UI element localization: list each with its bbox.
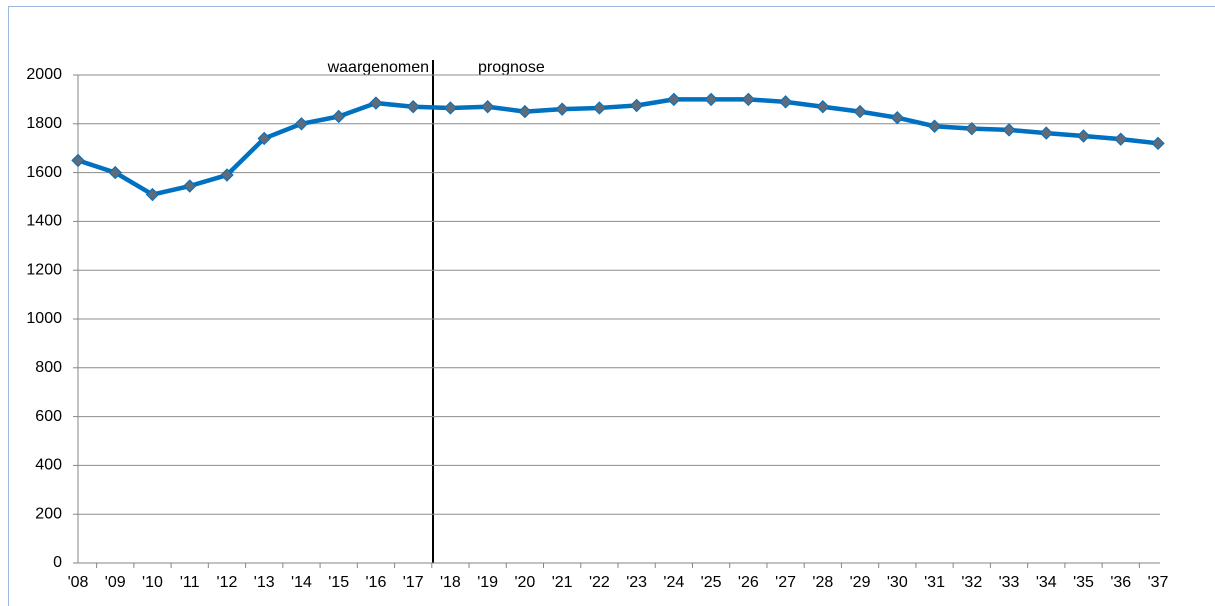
data-point (1114, 132, 1128, 146)
data-point (369, 96, 383, 110)
data-point (331, 109, 346, 124)
data-point (778, 95, 793, 109)
data-point (592, 101, 607, 115)
y-tick-label: 1600 (26, 164, 62, 181)
x-tick-label: '20 (514, 574, 535, 591)
y-tick-label: 1000 (26, 310, 62, 327)
x-tick-label: '21 (552, 574, 573, 591)
y-tick-label: 0 (53, 554, 62, 571)
data-point (890, 110, 905, 125)
data-point (294, 117, 309, 131)
x-tick-label: '16 (366, 574, 387, 591)
data-point (965, 121, 979, 136)
data-point (257, 131, 271, 146)
y-tick-label: 400 (35, 457, 62, 474)
data-point (108, 165, 122, 180)
data-point (220, 168, 234, 182)
x-tick-label: '29 (850, 574, 871, 591)
data-point (71, 153, 85, 168)
x-tick-label: '19 (477, 574, 498, 591)
y-tick-label: 800 (35, 359, 62, 376)
data-point (406, 100, 420, 114)
data-point (480, 100, 495, 114)
x-tick-label: '13 (254, 574, 275, 591)
x-tick-label: '33 (999, 574, 1020, 591)
data-point (1039, 126, 1053, 140)
y-tick-label: 1800 (26, 115, 62, 132)
y-tick-label: 600 (35, 408, 62, 425)
data-point (1076, 129, 1091, 143)
y-tick-label: 1400 (26, 213, 62, 230)
data-point (518, 104, 532, 119)
x-tick-label: '28 (812, 574, 833, 591)
x-tick-label: '14 (291, 574, 312, 591)
data-point (183, 179, 197, 193)
x-tick-label: '36 (1110, 574, 1131, 591)
x-tick-label: '34 (1036, 574, 1057, 591)
x-tick-label: '15 (328, 574, 349, 591)
y-tick-label: 1200 (26, 261, 62, 278)
annotation: waargenomen (327, 59, 429, 76)
data-point (853, 104, 867, 119)
data-point (555, 102, 569, 116)
data-point (741, 92, 756, 107)
y-tick-label: 200 (35, 505, 62, 522)
data-point (816, 100, 830, 114)
x-tick-label: '09 (105, 574, 126, 591)
x-tick-label: '26 (738, 574, 759, 591)
frame (8, 6, 1215, 606)
data-point (1151, 136, 1165, 151)
data-point (443, 101, 458, 115)
x-tick-label: '27 (775, 574, 796, 591)
x-tick-label: '37 (1148, 574, 1169, 591)
x-tick-label: '10 (142, 574, 163, 591)
x-tick-label: '08 (68, 574, 89, 591)
annotation: prognose (478, 59, 545, 76)
data-point (1002, 123, 1016, 137)
x-tick-label: '17 (403, 574, 424, 591)
x-tick-label: '24 (663, 574, 684, 591)
x-tick-label: '32 (961, 574, 982, 591)
data-point (704, 92, 718, 107)
data-point (667, 92, 681, 107)
x-tick-label: '31 (924, 574, 945, 591)
data-point (629, 98, 644, 113)
x-tick-label: '11 (180, 574, 200, 591)
y-tick-label: 2000 (26, 66, 62, 83)
x-tick-label: '23 (626, 574, 647, 591)
data-point (145, 187, 160, 202)
x-tick-label: '18 (440, 574, 461, 591)
x-tick-label: '22 (589, 574, 610, 591)
x-tick-label: '12 (217, 574, 238, 591)
x-tick-label: '35 (1073, 574, 1094, 591)
x-tick-label: '30 (887, 574, 908, 591)
data-line (77, 97, 1159, 197)
x-tick-label: '25 (701, 574, 722, 591)
data-point (927, 119, 942, 133)
